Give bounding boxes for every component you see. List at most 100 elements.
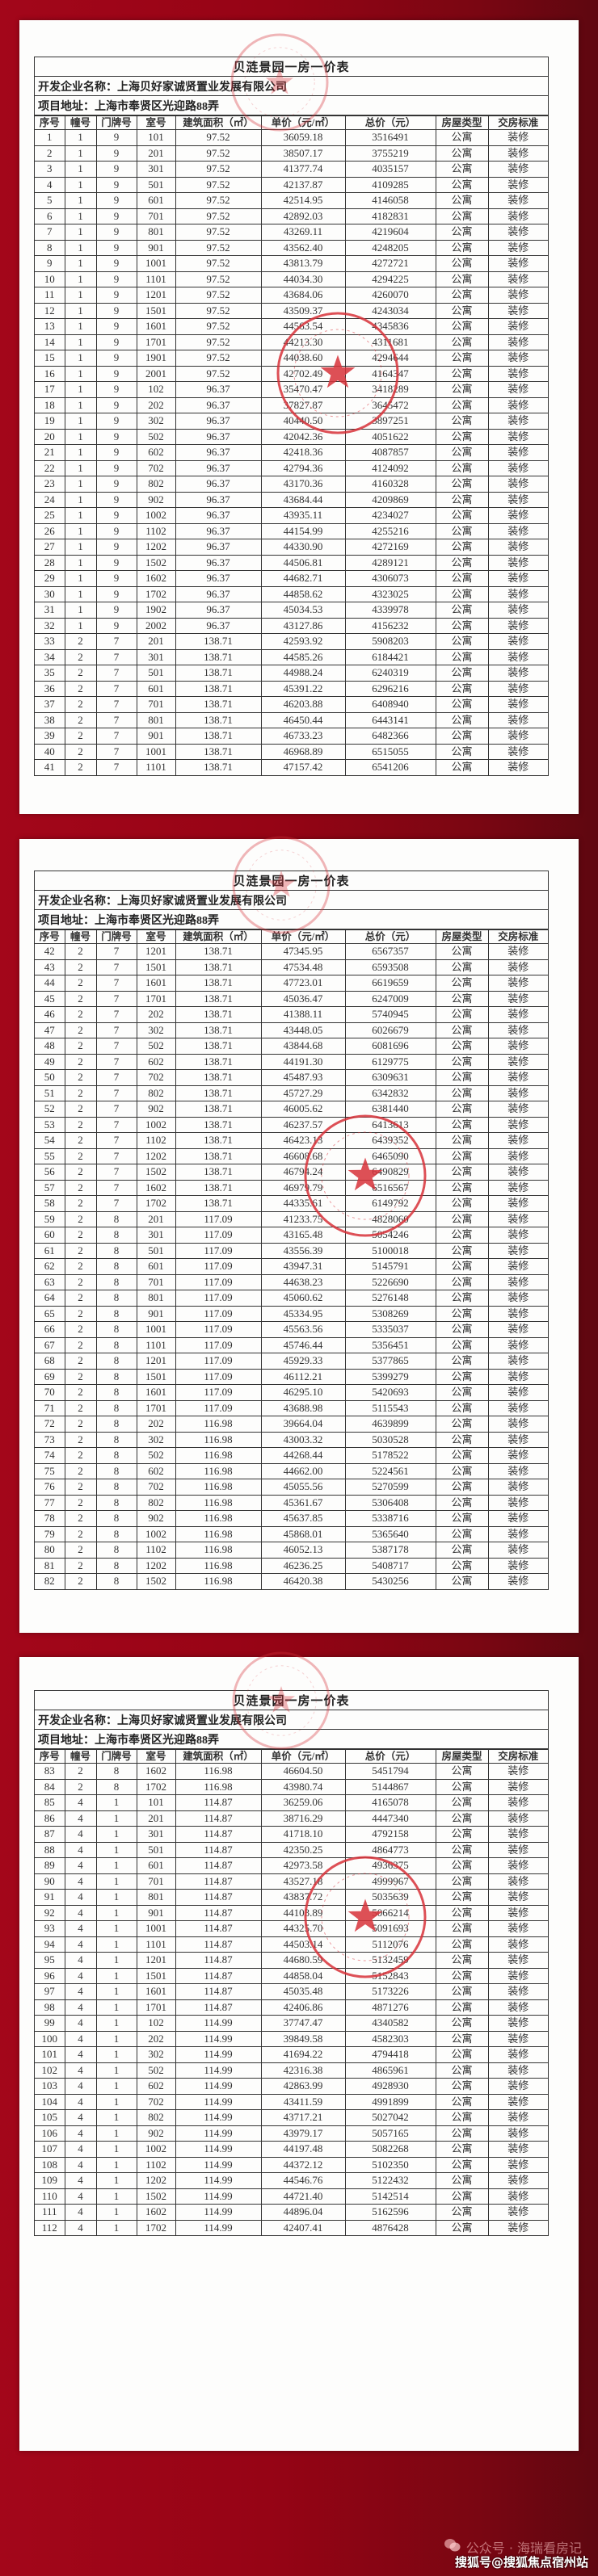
table-cell: 9 [95, 522, 137, 539]
table-cell: 3645472 [344, 396, 436, 413]
table-cell: 2 [64, 1290, 97, 1307]
table-cell: 201 [136, 1210, 176, 1227]
table-cell: 公寓 [435, 381, 489, 398]
table-row: 58 2 7 1702 138.71 44335.61 6149792 公寓 装修 [35, 1195, 548, 1212]
table-cell: 114.99 [175, 2125, 262, 2142]
table-cell: 117.09 [175, 1242, 262, 1259]
table-row: 109 4 1 1202 114.99 44546.76 5122432 公寓 装修 [35, 2172, 548, 2189]
table-cell: 43269.11 [260, 224, 346, 241]
table-cell: 公寓 [435, 255, 489, 272]
table-cell: 公寓 [435, 1873, 489, 1890]
table-cell: 4051622 [344, 428, 436, 445]
table-row: 97 4 1 1601 114.87 45035.48 5173226 公寓 装修 [35, 1983, 548, 2000]
table-cell: 装修 [487, 2156, 548, 2173]
table-cell: 公寓 [435, 2062, 489, 2079]
table-cell: 装修 [487, 696, 548, 713]
table-cell: 装修 [487, 959, 548, 975]
price-list-sheet: 贝涟景园一房一价表 开发企业名称：上海贝好家诚贤置业发展有限公司 项目地址：上海市奉… [34, 1690, 549, 2236]
wechat-account-label: 公众号 · 海瑞看房记 [465, 2540, 582, 2556]
table-cell: 7 [95, 1164, 137, 1181]
table-cell: 1501 [136, 302, 176, 319]
table-cell: 116.98 [175, 1462, 262, 1479]
table-cell: 702 [136, 1069, 176, 1086]
table-cell: 103 [35, 2078, 65, 2095]
table-cell: 9 [95, 318, 137, 335]
table-cell: 装修 [487, 570, 548, 587]
table-cell: 12 [35, 302, 65, 319]
table-cell: 1 [95, 1841, 137, 1858]
table-cell: 装修 [487, 1195, 548, 1212]
table-cell: 公寓 [435, 728, 489, 745]
table-cell: 114.87 [175, 1841, 262, 1858]
table-cell: 2 [64, 711, 97, 728]
table-cell: 公寓 [435, 2219, 489, 2235]
table-cell: 43448.05 [260, 1022, 346, 1038]
table-cell: 5057165 [344, 2125, 436, 2142]
table-cell: 公寓 [435, 2093, 489, 2110]
table-cell: 8 [95, 1242, 137, 1259]
table-cell: 装修 [487, 1290, 548, 1307]
table-row: 56 2 7 1502 138.71 46794.24 6490829 公寓 装修 [35, 1164, 548, 1181]
table-cell: 1 [64, 459, 97, 476]
table-cell: 公寓 [435, 1290, 489, 1307]
table-cell: 44325.70 [260, 1920, 346, 1937]
table-row: 52 2 7 902 138.71 46005.62 6381440 公寓 装修 [35, 1101, 548, 1118]
table-cell: 1 [95, 1999, 137, 2016]
table-cell: 4087857 [344, 444, 436, 461]
table-cell: 6247009 [344, 990, 436, 1007]
table-row: 103 4 1 602 114.99 42863.99 4928930 公寓 装修 [35, 2078, 548, 2095]
table-cell: 1 [64, 129, 97, 146]
table-cell: 4 [35, 176, 65, 193]
table-cell: 公寓 [435, 1368, 489, 1385]
table-cell: 9 [95, 428, 137, 445]
table-cell: 901 [136, 239, 176, 256]
table-cell: 7 [95, 1132, 137, 1149]
table-row: 102 4 1 502 114.99 42316.38 4865961 公寓 装修 [35, 2062, 548, 2079]
table-cell: 5100018 [344, 1242, 436, 1259]
table-cell: 1001 [136, 743, 176, 760]
table-cell: 91 [35, 1889, 65, 1906]
table-cell: 装修 [487, 2046, 548, 2063]
table-cell: 4 [64, 1904, 97, 1921]
table-cell: 9 [95, 507, 137, 524]
table-cell: 43127.86 [260, 617, 346, 634]
table-cell: 96.37 [175, 396, 262, 413]
table-cell: 1701 [136, 1999, 176, 2016]
table-cell: 46236.25 [260, 1557, 346, 1574]
table-row: 48 2 7 502 138.71 43844.68 6081696 公寓 装修 [35, 1038, 548, 1055]
table-cell: 5162596 [344, 2204, 436, 2221]
table-cell: 33 [35, 633, 65, 650]
table-cell: 装修 [487, 1510, 548, 1527]
table-cell: 7 [95, 1022, 137, 1038]
project-address: 项目地址：上海市奉贤区光迎路88弄 [35, 1730, 548, 1749]
table-cell: 86 [35, 1810, 65, 1827]
table-cell: 装修 [487, 1557, 548, 1574]
table-cell: 公寓 [435, 943, 489, 960]
table-cell: 4 [64, 2093, 97, 2110]
table-cell: 42137.87 [260, 176, 346, 193]
table-cell: 42316.38 [260, 2062, 346, 2079]
table-cell: 1 [95, 2030, 137, 2047]
table-cell: 2 [64, 1147, 97, 1164]
table-cell: 5338716 [344, 1510, 436, 1527]
table-cell: 公寓 [435, 2172, 489, 2189]
table-cell: 1 [95, 1826, 137, 1843]
table-cell: 9 [95, 365, 137, 382]
table-cell: 901 [136, 1904, 176, 1921]
table-cell: 801 [136, 711, 176, 728]
table-cell: 902 [136, 2125, 176, 2142]
table-cell: 47534.48 [260, 959, 346, 975]
table-cell: 2 [64, 1321, 97, 1338]
table-cell: 公寓 [435, 318, 489, 335]
table-cell: 1 [64, 192, 97, 209]
table-cell: 装修 [487, 2172, 548, 2189]
table-cell: 117.09 [175, 1290, 262, 1307]
table-cell: 44191.30 [260, 1053, 346, 1070]
table-cell: 装修 [487, 365, 548, 382]
table-cell: 114.99 [175, 2062, 262, 2079]
table-cell: 装修 [487, 1258, 548, 1275]
table-cell: 4828060 [344, 1210, 436, 1227]
table-cell: 46295.10 [260, 1384, 346, 1401]
table-cell: 116.98 [175, 1525, 262, 1542]
table-cell: 装修 [487, 1116, 548, 1133]
